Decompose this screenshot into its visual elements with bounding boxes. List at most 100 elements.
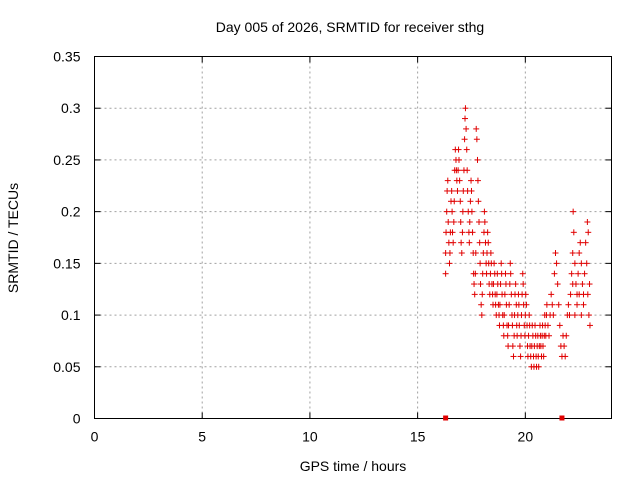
data-point [473, 136, 480, 143]
y-tick-label: 0.1 [61, 307, 81, 323]
data-point [584, 291, 591, 298]
data-point [516, 343, 523, 350]
data-point [442, 270, 449, 277]
data-point [520, 281, 527, 288]
data-point [449, 229, 456, 236]
data-point [544, 322, 551, 329]
y-tick-label: 0.35 [53, 49, 80, 65]
data-point [477, 281, 484, 288]
data-point [583, 260, 590, 267]
zero-marker [443, 415, 449, 421]
data-point [473, 125, 480, 132]
data-point [469, 229, 476, 236]
data-point [450, 239, 457, 246]
data-point [497, 281, 504, 288]
data-point [576, 250, 583, 257]
data-point [484, 229, 491, 236]
data-point [546, 332, 553, 339]
data-point [446, 250, 453, 257]
data-point [475, 198, 482, 205]
data-point [586, 322, 593, 329]
data-point [466, 218, 473, 225]
data-points [442, 105, 593, 421]
data-point [576, 291, 583, 298]
data-point [570, 208, 577, 215]
data-point [476, 239, 483, 246]
data-point [476, 218, 483, 225]
data-point [506, 281, 513, 288]
data-point [456, 177, 463, 184]
data-point [506, 301, 513, 308]
x-tick-label: 10 [302, 429, 318, 445]
data-point [502, 270, 509, 277]
data-point [539, 343, 546, 350]
data-point [578, 260, 585, 267]
y-tick-label: 0.3 [61, 100, 81, 116]
data-point [517, 353, 524, 360]
data-point [458, 250, 465, 257]
data-point [549, 301, 556, 308]
data-point [535, 363, 542, 370]
data-point [566, 312, 573, 319]
data-point [578, 312, 585, 319]
data-point [567, 291, 574, 298]
data-point [571, 260, 578, 267]
data-point [448, 187, 455, 194]
data-point [481, 208, 488, 215]
data-point [471, 291, 478, 298]
data-point [459, 208, 466, 215]
x-axis-label: GPS time / hours [300, 458, 407, 474]
data-point [472, 250, 479, 257]
data-point [584, 218, 591, 225]
data-point [554, 281, 561, 288]
data-point [570, 229, 577, 236]
data-point [562, 353, 569, 360]
data-point [491, 260, 498, 267]
y-tick-label: 0.25 [53, 152, 80, 168]
data-point [501, 291, 508, 298]
data-point [455, 146, 462, 153]
data-point [457, 198, 464, 205]
data-point [493, 291, 500, 298]
data-point [461, 136, 468, 143]
data-point [552, 250, 559, 257]
data-point [451, 198, 458, 205]
data-point [444, 177, 451, 184]
data-point [565, 301, 572, 308]
data-point [569, 250, 576, 257]
data-point [467, 198, 474, 205]
chart-title: Day 005 of 2026, SRMTID for receiver sth… [216, 19, 484, 35]
y-tick-label: 0.05 [53, 359, 80, 375]
data-point [472, 270, 479, 277]
data-point [477, 260, 484, 267]
data-point [585, 229, 592, 236]
data-point [575, 270, 582, 277]
data-point [507, 270, 514, 277]
x-tick-label: 5 [198, 429, 206, 445]
data-point [478, 312, 485, 319]
axis-ticks [94, 56, 612, 419]
data-point [548, 291, 555, 298]
data-point [478, 301, 485, 308]
data-point [450, 218, 457, 225]
axis-tick-labels: 0 5 10 15 20 0 0.05 0.1 0.15 0.2 0.25 0.3 0.35 [53, 49, 533, 445]
data-point [445, 218, 452, 225]
data-point [462, 105, 469, 112]
data-point [455, 156, 462, 163]
data-point [519, 270, 526, 277]
data-point [555, 301, 562, 308]
y-tick-label: 0.15 [53, 255, 80, 271]
data-point [496, 301, 503, 308]
data-point [568, 270, 575, 277]
data-point [551, 270, 558, 277]
data-point [481, 218, 488, 225]
data-point [556, 322, 563, 329]
y-tick-label: 0.2 [61, 204, 81, 220]
data-point [462, 115, 469, 122]
data-point [466, 239, 473, 246]
data-point [550, 312, 557, 319]
data-point [474, 156, 481, 163]
data-point [585, 312, 592, 319]
data-point [509, 343, 516, 350]
